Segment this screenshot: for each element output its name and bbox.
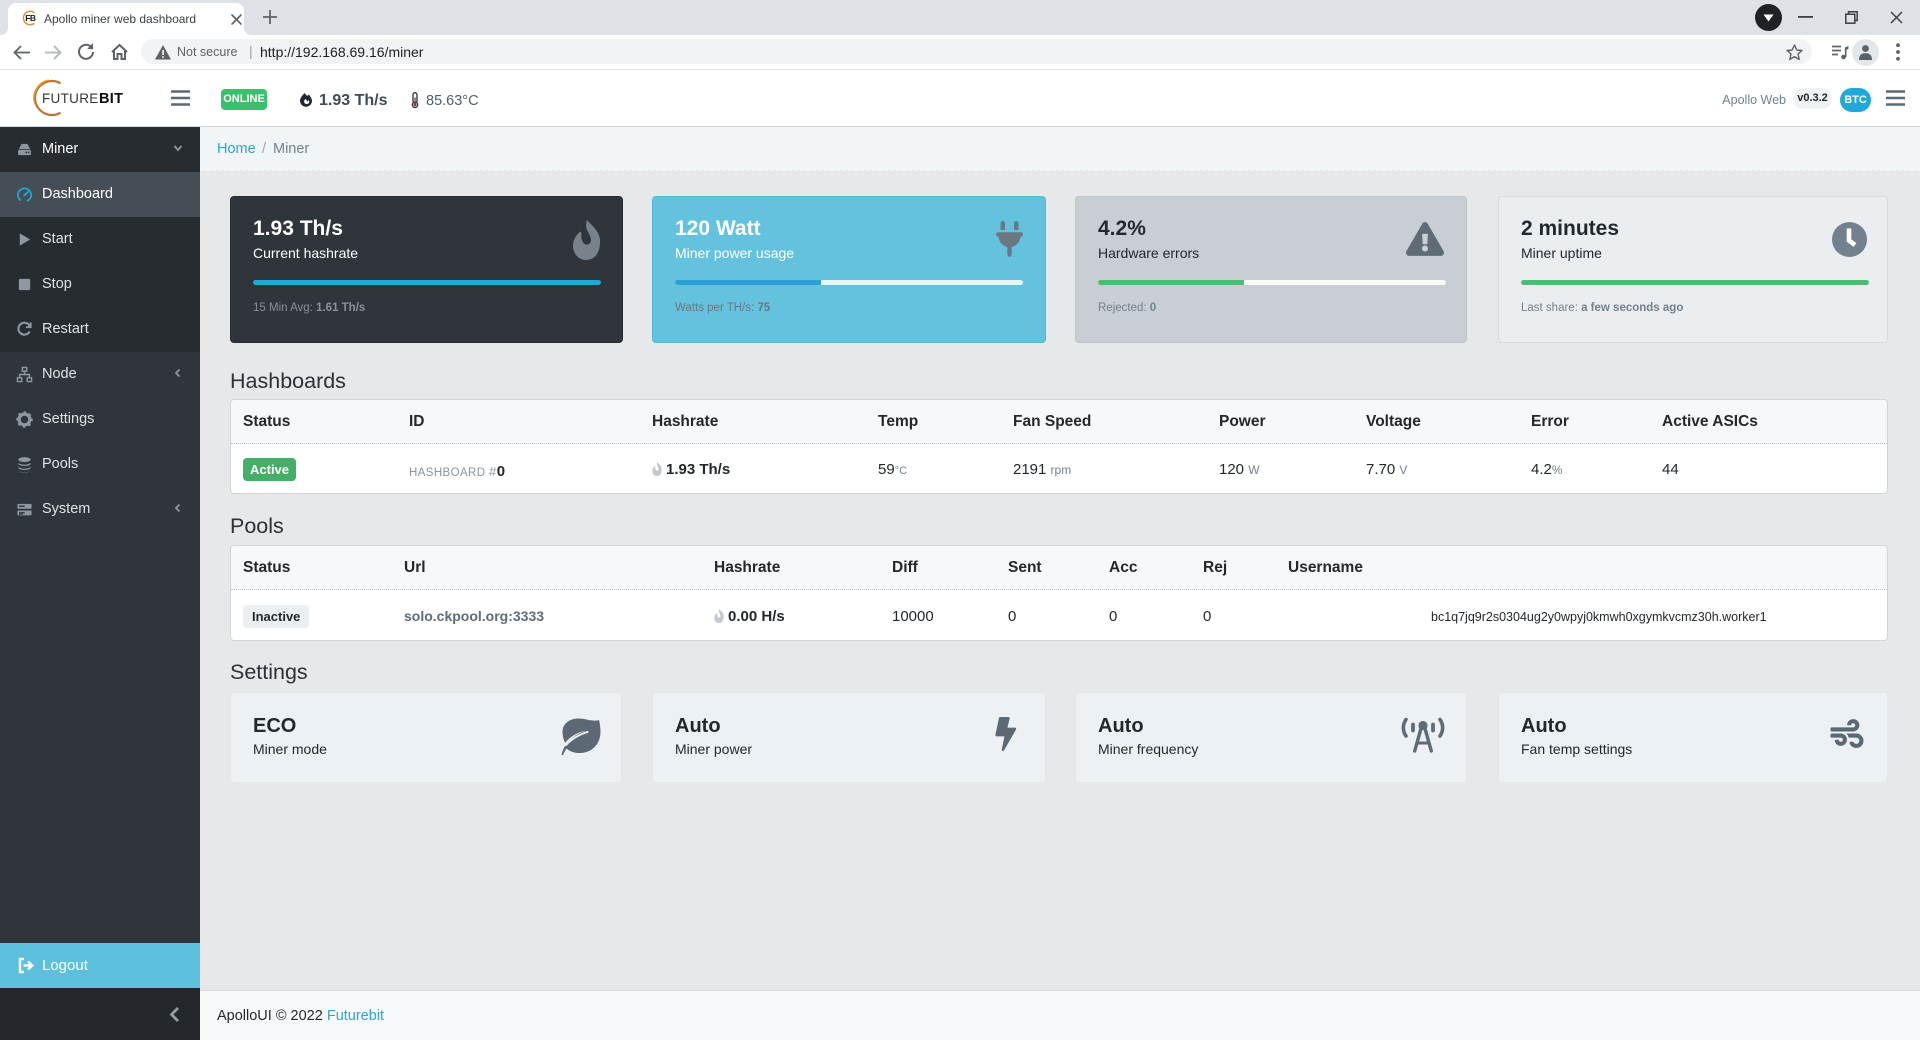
svg-text:FB: FB	[25, 13, 36, 23]
svg-text:FUTURE: FUTURE	[42, 91, 99, 106]
svg-text:BIT: BIT	[99, 91, 123, 107]
